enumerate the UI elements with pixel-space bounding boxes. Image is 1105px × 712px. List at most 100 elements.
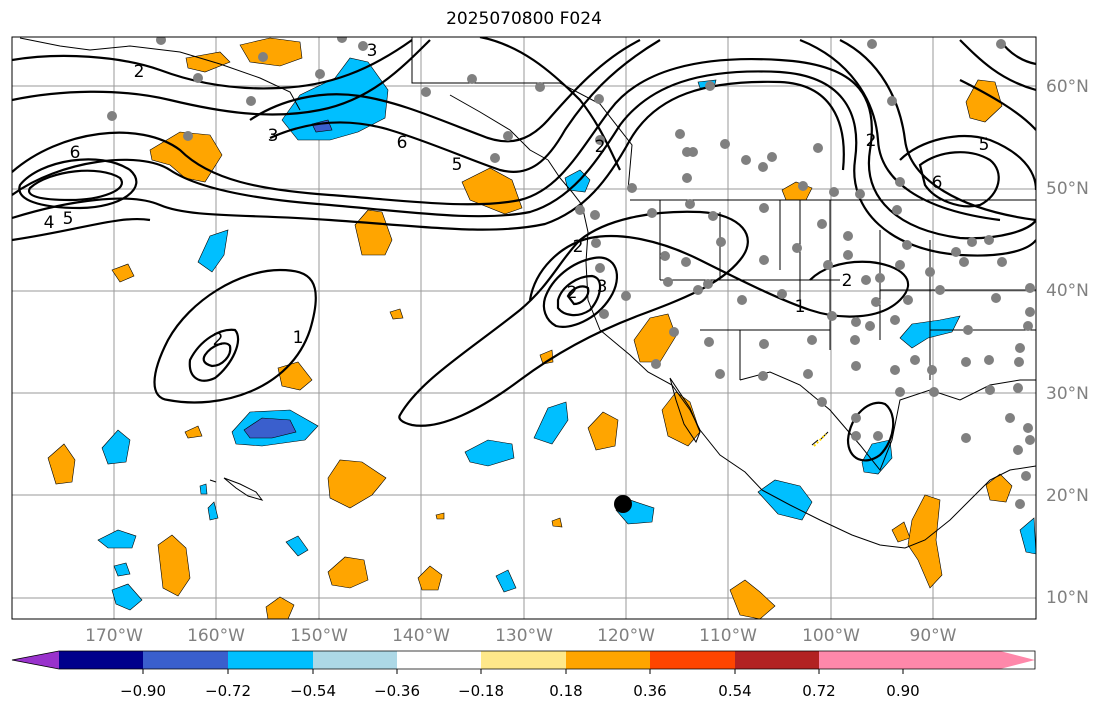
- colorbar-segment: [143, 651, 228, 669]
- contour-label: 1: [293, 328, 304, 348]
- cyan-area: [101, 429, 131, 465]
- contour-label: 2: [842, 271, 853, 291]
- colorbar-segment: [59, 651, 143, 669]
- colorbar: [11, 650, 1036, 674]
- cyan-area: [495, 569, 517, 593]
- orange-area: [389, 308, 404, 320]
- station-markers: [107, 37, 1035, 509]
- colorbar-segment: [228, 651, 313, 669]
- cyan-area: [281, 57, 389, 141]
- colorbar-segment: [481, 651, 566, 669]
- colorbar-segment: [735, 651, 819, 669]
- orange-area: [354, 209, 393, 256]
- cyan-area: [197, 229, 229, 273]
- colorbar-outline: [11, 650, 1036, 670]
- contour-label: 6: [70, 143, 81, 163]
- dashed-contour: [813, 433, 827, 447]
- location-marker: [614, 495, 632, 513]
- colorbar-ticks: [142, 669, 904, 674]
- cyan-area: [757, 479, 813, 521]
- contour-labels: 2 3 6 5 6 4 5 2 1 2 3 2 1 2 2 6 5 3 2: [44, 41, 990, 350]
- lat-label: 30°N: [1046, 384, 1089, 404]
- contour-label: 5: [63, 209, 74, 229]
- royal-blue-area: [243, 417, 297, 439]
- colorbar-tick-label: 0.36: [633, 682, 667, 700]
- cyan-area: [113, 562, 131, 577]
- orange-area: [111, 263, 135, 283]
- map-title: 2025070800 F024: [446, 9, 602, 29]
- colorbar-tick-label: −0.54: [290, 682, 336, 700]
- contour-lines: [12, 37, 1036, 462]
- map-frame: [11, 36, 1037, 620]
- lat-label: 20°N: [1046, 486, 1089, 506]
- contour-label: 5: [452, 155, 463, 175]
- contour-label: 3: [268, 126, 279, 146]
- orange-area: [435, 512, 445, 520]
- colorbar-tick-label: 0.54: [718, 682, 752, 700]
- contour-label: 2: [573, 237, 584, 257]
- colorbar-extend-right: [819, 651, 1035, 669]
- orange-area: [965, 79, 1003, 123]
- contour-label: 2: [595, 137, 606, 157]
- orange-area: [47, 443, 76, 485]
- cyan-area: [533, 401, 569, 445]
- lon-label: 150°W: [290, 626, 348, 646]
- cyan-area: [97, 529, 137, 549]
- orange-area: [184, 425, 203, 439]
- contour-label: 5: [979, 135, 990, 155]
- contour-label: 2: [567, 283, 578, 303]
- orange-area: [157, 534, 191, 597]
- orange-area: [729, 579, 776, 619]
- colorbar-tick-label: −0.18: [458, 682, 504, 700]
- colorbar-extend-left: [12, 651, 59, 669]
- lat-label: 10°N: [1046, 588, 1089, 608]
- lon-label: 160°W: [187, 626, 245, 646]
- lat-label: 60°N: [1046, 77, 1089, 97]
- contour-label: 6: [397, 133, 408, 153]
- contour-label: 3: [367, 41, 378, 61]
- colorbar-tick-label: −0.90: [120, 682, 166, 700]
- orange-area: [551, 517, 563, 528]
- colorbar-tick-label: 0.72: [802, 682, 836, 700]
- colorbar-tick-label: 0.18: [549, 682, 583, 700]
- cyan-area: [199, 483, 208, 495]
- contour-label: 6: [932, 173, 943, 193]
- orange-area: [327, 556, 369, 589]
- orange-area: [239, 37, 303, 67]
- contour-label: 3: [597, 277, 608, 297]
- cyan-area: [285, 535, 309, 557]
- cyan-area: [464, 439, 515, 467]
- colorbar-segments: [12, 651, 1035, 669]
- orange-area: [587, 411, 619, 451]
- lon-label: 120°W: [597, 626, 655, 646]
- contour-label: 2: [866, 131, 877, 151]
- contour-label: 4: [44, 213, 55, 233]
- orange-area: [327, 459, 387, 509]
- lon-label: 90°W: [909, 626, 957, 646]
- cyan-area: [207, 501, 219, 521]
- colorbar-segment: [313, 651, 397, 669]
- contour-label: 2: [134, 62, 145, 82]
- colorbar-tick-label: −0.36: [374, 682, 420, 700]
- coastlines: [19, 37, 1036, 549]
- lon-label: 110°W: [699, 626, 757, 646]
- lon-label: 170°W: [85, 626, 143, 646]
- lon-label: 140°W: [392, 626, 450, 646]
- lon-label: 130°W: [495, 626, 553, 646]
- orange-area: [907, 494, 943, 589]
- cyan-area: [1019, 517, 1036, 555]
- colorbar-segment: [650, 651, 735, 669]
- colorbar-tick-label: 0.90: [886, 682, 920, 700]
- lat-label: 50°N: [1046, 179, 1089, 199]
- cyan-area: [111, 583, 143, 611]
- colorbar-tick-label: −0.72: [205, 682, 251, 700]
- lon-label: 100°W: [802, 626, 860, 646]
- orange-area: [417, 565, 443, 591]
- orange-area: [265, 596, 295, 619]
- colorbar-segment: [566, 651, 650, 669]
- contour-label: 2: [213, 330, 224, 350]
- colorbar-segment: [397, 651, 481, 669]
- lat-label: 40°N: [1046, 281, 1089, 301]
- contour-label: 1: [795, 297, 806, 317]
